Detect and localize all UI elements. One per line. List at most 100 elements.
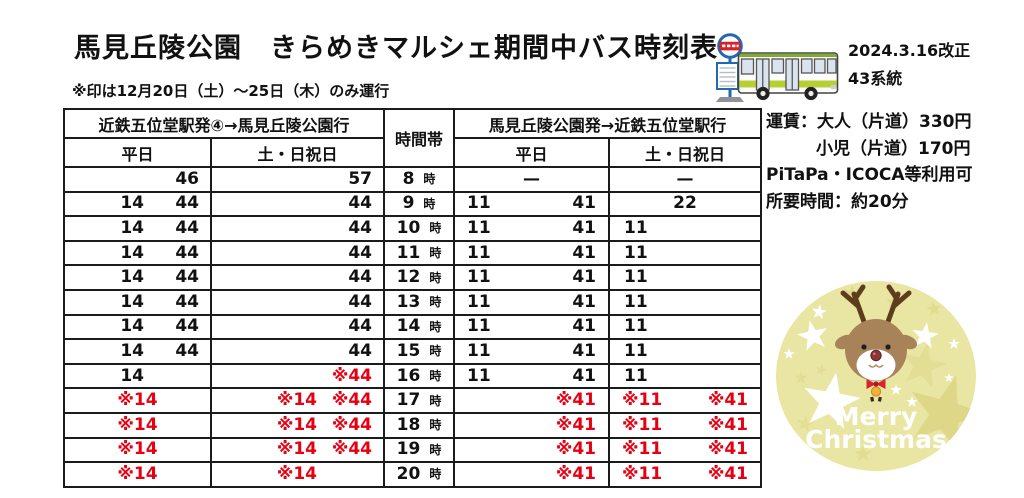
inbound-weekend-cell: 11 — [608, 264, 762, 291]
inbound-weekend-cell: — — [608, 166, 762, 193]
outbound-weekday-cell: 14 44 — [63, 313, 212, 341]
ic-card-note: PiTaPa・ICOCA等利用可 — [766, 165, 973, 185]
inbound-weekend-cell: 22 — [608, 190, 762, 218]
timetable-row: 14 44 44 9 時 11 41 22 — [63, 190, 762, 218]
christmas-sticker: Merry Christmas — [776, 281, 976, 471]
time-band-header: 時間帯 — [383, 108, 455, 168]
outbound-weekend-cell: 44 — [210, 338, 385, 365]
timetable: 近鉄五位堂駅発④→馬見丘陵公園行 時間帯 馬見丘陵公園発→近鉄五位堂駅行 平日 … — [63, 108, 762, 488]
outbound-weekend-cell: 44 — [210, 190, 385, 218]
fare-adult: 運賃：大人（片道）330円 — [766, 112, 972, 132]
timetable-row: ※14 ※14 ※44 18 時 ※41 ※11 ※41 — [63, 411, 762, 439]
timetable-row: 14 44 44 10 時 11 41 11 — [63, 215, 762, 242]
timetable-row: 14 44 44 13 時 11 41 11 — [63, 288, 762, 316]
inbound-weekday-cell: 11 41 — [453, 313, 610, 341]
inbound-weekday-cell: 11 41 — [453, 288, 610, 316]
inbound-weekend-cell: ※11 ※41 — [608, 387, 762, 414]
inbound-direction-header: 馬見丘陵公園発→近鉄五位堂駅行 — [453, 108, 762, 139]
outbound-weekday-cell: 14 44 — [63, 264, 212, 291]
outbound-weekday-cell: ※14 — [63, 411, 212, 439]
hour-cell: 17 時 — [383, 387, 455, 414]
service-note: ※印は12月20日（土）～25日（木）のみ運行 — [72, 82, 390, 100]
outbound-weekday-cell: ※14 — [63, 436, 212, 464]
inbound-weekday-cell: 11 41 — [453, 362, 610, 390]
inbound-weekday-cell: ※41 — [453, 461, 610, 488]
fare-child: 小児（片道）170円 — [816, 138, 971, 159]
outbound-weekend-cell: ※14 — [210, 461, 385, 488]
outbound-weekday-cell: 14 44 — [63, 288, 212, 316]
inbound-weekday-cell: ※41 — [453, 411, 610, 439]
hour-cell: 20 時 — [383, 461, 455, 488]
outbound-weekday-cell: 14 44 — [63, 215, 212, 242]
timetable-row: 14 44 44 12 時 11 41 11 — [63, 264, 762, 291]
inbound-weekday-cell: 11 41 — [453, 215, 610, 242]
outbound-direction-header: 近鉄五位堂駅発④→馬見丘陵公園行 — [63, 108, 385, 139]
inbound-weekday-cell: 11 41 — [453, 264, 610, 291]
outbound-weekday-cell: 14 44 — [63, 239, 212, 267]
hour-cell: 10 時 — [383, 215, 455, 242]
outbound-weekday-cell: 14 — [63, 362, 212, 390]
outbound-weekend-cell: 44 — [210, 288, 385, 316]
hour-cell: 12 時 — [383, 264, 455, 291]
outbound-weekend-cell: 44 — [210, 264, 385, 291]
outbound-weekday-cell: 14 44 — [63, 190, 212, 218]
outbound-weekend-cell: 44 — [210, 313, 385, 341]
timetable-row: 14 ※44 16 時 11 41 11 — [63, 362, 762, 390]
outbound-weekend-cell: 44 — [210, 215, 385, 242]
outbound-weekend-cell: ※14 ※44 — [210, 436, 385, 464]
timetable-row: 14 44 44 14 時 11 41 11 — [63, 313, 762, 341]
outbound-weekday-cell: 46 — [63, 166, 212, 193]
inbound-weekend-cell: 11 — [608, 215, 762, 242]
inbound-weekend-cell: 11 — [608, 239, 762, 267]
bus-stop-icon — [716, 33, 744, 102]
outbound-weekend-cell: ※14 ※44 — [210, 387, 385, 414]
inbound-weekday-cell: ※41 — [453, 436, 610, 464]
revision-date: 2024.3.16改正 — [848, 41, 971, 60]
outbound-weekend-header: 土・日祝日 — [210, 137, 385, 168]
timetable-header: 近鉄五位堂駅発④→馬見丘陵公園行 時間帯 馬見丘陵公園発→近鉄五位堂駅行 平日 … — [63, 108, 762, 168]
outbound-weekday-cell: ※14 — [63, 461, 212, 488]
inbound-weekend-cell: 11 — [608, 288, 762, 316]
timetable-body: 46 57 8 時 — —14 44 44 9 時 11 41 22 14 44 44 10 時 11 41 11 14 4… — [63, 166, 762, 488]
hour-cell: 16 時 — [383, 362, 455, 390]
inbound-weekend-cell: 11 — [608, 338, 762, 365]
inbound-weekday-cell: 11 41 — [453, 239, 610, 267]
inbound-weekday-cell: — — [453, 166, 610, 193]
inbound-weekend-cell: 11 — [608, 362, 762, 390]
hour-cell: 13 時 — [383, 288, 455, 316]
inbound-weekday-cell: 11 41 — [453, 338, 610, 365]
sticker-text-line1: Merry — [835, 402, 918, 431]
hour-cell: 18 時 — [383, 411, 455, 439]
outbound-weekend-cell: ※14 ※44 — [210, 411, 385, 439]
outbound-weekday-header: 平日 — [63, 137, 212, 168]
outbound-weekend-cell: 44 — [210, 239, 385, 267]
outbound-weekend-cell: ※44 — [210, 362, 385, 390]
reindeer-illustration — [834, 284, 918, 402]
outbound-weekend-cell: 57 — [210, 166, 385, 193]
inbound-weekend-header: 土・日祝日 — [608, 137, 762, 168]
timetable-row: 14 44 44 15 時 11 41 11 — [63, 338, 762, 365]
timetable-row: ※14 ※14 20 時 ※41 ※11 ※41 — [63, 461, 762, 488]
outbound-weekday-cell: 14 44 — [63, 338, 212, 365]
inbound-weekend-cell: 11 — [608, 313, 762, 341]
inbound-weekend-cell: ※11 ※41 — [608, 411, 762, 439]
timetable-row: ※14 ※14 ※44 17 時 ※41 ※11 ※41 — [63, 387, 762, 414]
inbound-weekend-cell: ※11 ※41 — [608, 461, 762, 488]
bus-icon — [737, 52, 839, 101]
hour-cell: 14 時 — [383, 313, 455, 341]
fare-info: 運賃：大人（片道）330円 小児（片道）170円 PiTaPa・ICOCA等利用… — [766, 109, 973, 215]
timetable-row: ※14 ※14 ※44 19 時 ※41 ※11 ※41 — [63, 436, 762, 464]
route-number: 43系統 — [848, 69, 903, 88]
timetable-row: 14 44 44 11 時 11 41 11 — [63, 239, 762, 267]
sticker-text-line2: Christmas — [805, 425, 947, 454]
inbound-weekday-cell: ※41 — [453, 387, 610, 414]
inbound-weekday-header: 平日 — [453, 137, 610, 168]
hour-cell: 11 時 — [383, 239, 455, 267]
hour-cell: 19 時 — [383, 436, 455, 464]
travel-duration: 所要時間：約20分 — [766, 191, 909, 212]
timetable-row: 46 57 8 時 — — — [63, 166, 762, 193]
page-title: 馬見丘陵公園 きらめきマルシェ期間中バス時刻表 — [74, 33, 718, 64]
